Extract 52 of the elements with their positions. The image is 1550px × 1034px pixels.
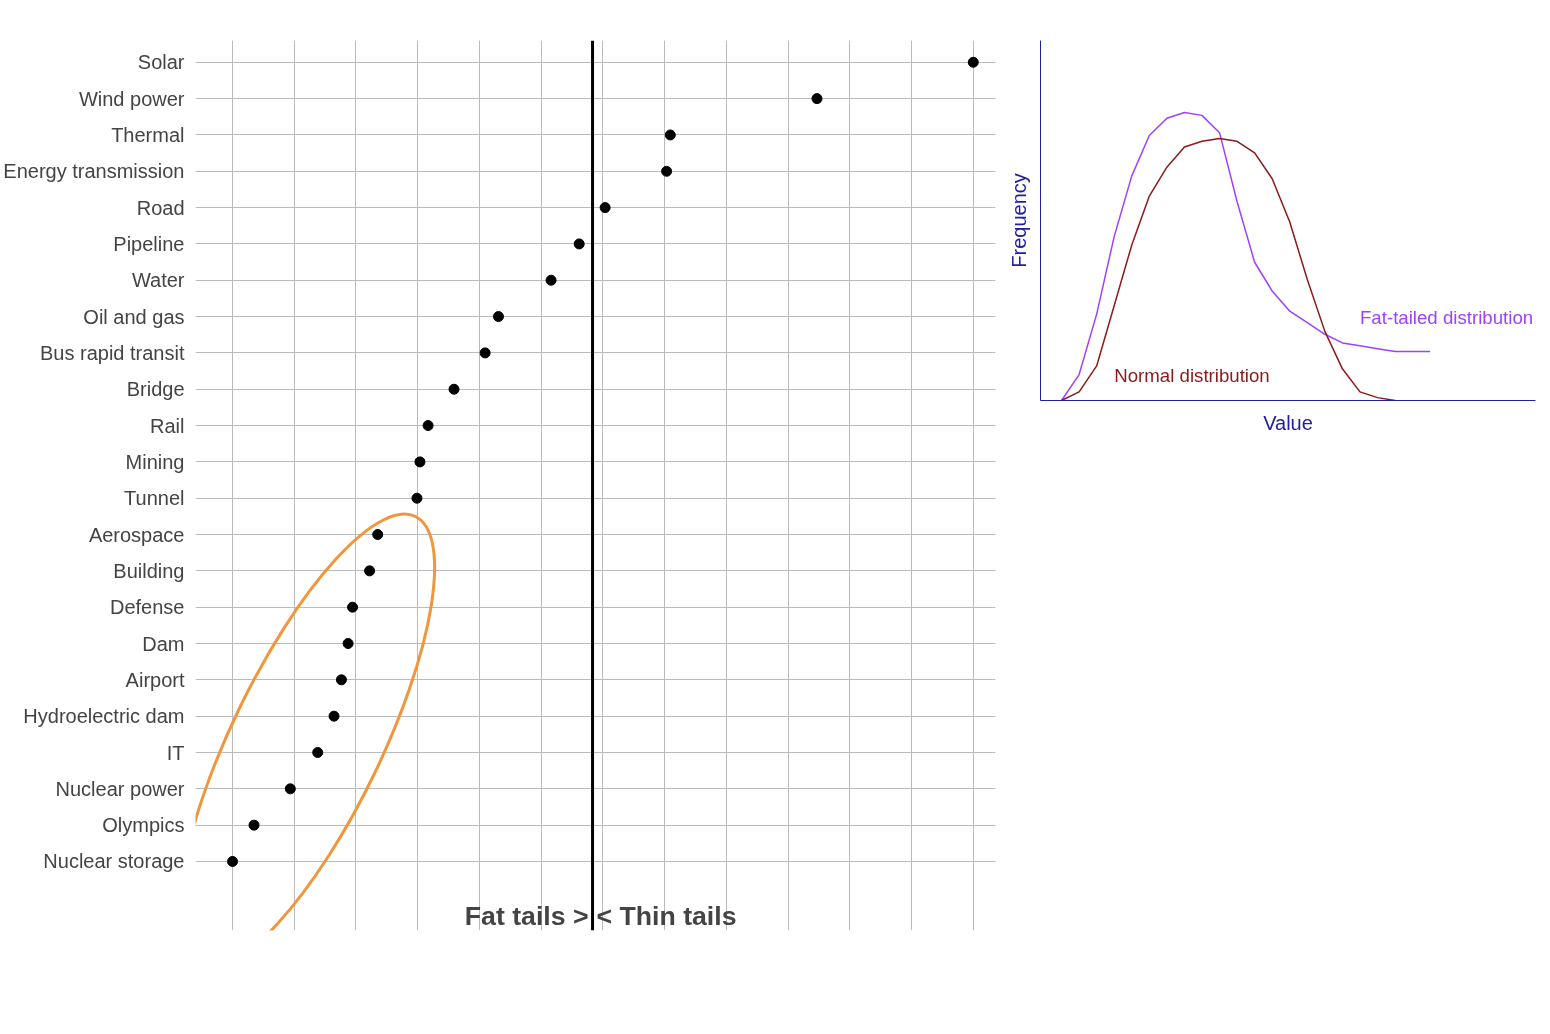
- point: [284, 783, 296, 795]
- y-tick-label: Bus rapid transit: [39, 341, 185, 364]
- y-tick-label: Building: [113, 559, 185, 582]
- point: [248, 819, 260, 831]
- series-label: Normal distribution: [1114, 365, 1270, 387]
- point: [364, 565, 376, 577]
- y-tick-label: Olympics: [102, 814, 185, 837]
- point: [227, 855, 239, 867]
- point: [347, 601, 359, 613]
- point: [448, 383, 460, 395]
- y-tick-label: Energy transmission: [3, 160, 185, 183]
- x-axis-title: Value: [1263, 411, 1313, 434]
- point: [573, 238, 585, 250]
- point: [599, 202, 611, 214]
- y-tick-label: Nuclear power: [55, 777, 185, 800]
- y-tick-label: Oil and gas: [83, 305, 185, 328]
- point: [312, 747, 324, 758]
- point: [414, 456, 426, 468]
- y-tick-label: Airport: [125, 668, 185, 691]
- text: Fat tails >: [464, 900, 589, 931]
- y-tick-label: Mining: [125, 450, 185, 473]
- point: [342, 638, 354, 650]
- y-tick-label: Pipeline: [113, 232, 185, 255]
- point: [545, 274, 557, 286]
- y-tick-label: IT: [166, 741, 185, 764]
- point: [479, 347, 491, 359]
- y-tick-label: Nuclear storage: [43, 850, 185, 873]
- text: < Thin tails: [596, 900, 737, 931]
- y-tick-label: Water: [131, 269, 185, 292]
- y-tick-label: Solar: [137, 51, 185, 74]
- point: [411, 492, 423, 504]
- y-tick-label: Thermal: [111, 123, 185, 146]
- point: [664, 129, 676, 141]
- y-tick-label: Defense: [110, 596, 185, 619]
- point: [422, 420, 434, 432]
- y-tick-label: Hydroelectric dam: [23, 705, 185, 728]
- y-tick-label: Aerospace: [88, 523, 185, 546]
- y-tick-label: Wind power: [78, 87, 185, 110]
- y-tick-label: Road: [136, 196, 185, 219]
- y-tick-label: Rail: [150, 414, 185, 437]
- point: [661, 165, 673, 177]
- point: [372, 529, 384, 541]
- y-axis-title: Frequency: [1007, 173, 1030, 268]
- point: [492, 311, 504, 323]
- point: [967, 56, 979, 68]
- y-tick-label: Tunnel: [124, 487, 185, 510]
- point: [811, 93, 823, 105]
- y-tick-label: Bridge: [126, 378, 185, 401]
- y-tick-label: Dam: [142, 632, 185, 655]
- point: [328, 710, 340, 722]
- point: [335, 674, 347, 686]
- series-label: Fat-tailed distribution: [1359, 306, 1534, 328]
